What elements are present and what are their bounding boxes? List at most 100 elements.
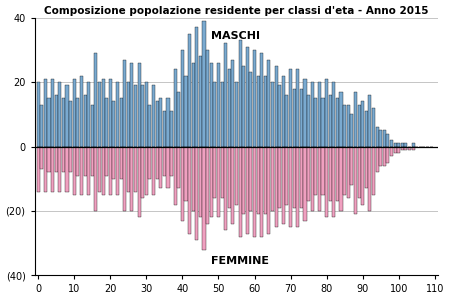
Bar	[84, 95, 86, 147]
Bar	[130, 63, 134, 147]
Bar	[62, 147, 65, 172]
Bar	[163, 111, 166, 147]
Bar	[296, 69, 299, 147]
Bar	[242, 147, 245, 214]
Bar	[346, 105, 350, 147]
Bar	[369, 95, 371, 147]
Bar	[47, 147, 50, 172]
Bar	[217, 63, 220, 147]
Bar	[184, 147, 188, 201]
Bar	[112, 101, 116, 147]
Bar	[365, 111, 368, 147]
Bar	[289, 69, 292, 147]
Bar	[184, 76, 188, 147]
Bar	[112, 147, 116, 179]
Bar	[138, 147, 141, 218]
Bar	[253, 147, 256, 237]
Bar	[174, 147, 177, 205]
Bar	[274, 147, 278, 227]
Bar	[199, 147, 202, 218]
Bar	[188, 34, 191, 147]
Bar	[195, 27, 198, 147]
Bar	[148, 105, 152, 147]
Bar	[44, 79, 47, 147]
Bar	[379, 130, 382, 147]
Bar	[66, 85, 68, 147]
Bar	[235, 82, 238, 147]
Bar	[401, 147, 404, 150]
Bar	[73, 79, 76, 147]
Bar	[210, 63, 213, 147]
Bar	[260, 53, 263, 147]
Bar	[220, 147, 224, 198]
Bar	[166, 98, 170, 147]
Bar	[192, 147, 195, 211]
Bar	[376, 127, 378, 147]
Bar	[47, 98, 50, 147]
Bar	[401, 143, 404, 147]
Bar	[199, 56, 202, 147]
Bar	[228, 147, 231, 208]
Bar	[285, 95, 288, 147]
Bar	[181, 50, 184, 147]
Bar	[159, 147, 162, 188]
Bar	[332, 147, 335, 218]
Bar	[58, 147, 61, 192]
Bar	[296, 147, 299, 227]
Bar	[271, 82, 274, 147]
Bar	[36, 147, 40, 192]
Bar	[170, 147, 173, 175]
Bar	[256, 76, 260, 147]
Bar	[339, 147, 342, 211]
Bar	[116, 147, 119, 195]
Bar	[127, 82, 130, 147]
Bar	[361, 101, 364, 147]
Bar	[383, 130, 386, 147]
Bar	[98, 147, 101, 192]
Bar	[336, 98, 339, 147]
Bar	[123, 60, 126, 147]
Bar	[141, 85, 144, 147]
Bar	[152, 147, 155, 195]
Bar	[292, 147, 296, 208]
Bar	[238, 40, 242, 147]
Bar	[177, 147, 180, 188]
Bar	[51, 79, 54, 147]
Bar	[282, 147, 285, 224]
Bar	[339, 92, 342, 147]
Bar	[267, 60, 270, 147]
Bar	[130, 147, 134, 211]
Bar	[394, 143, 396, 147]
Bar	[397, 143, 400, 147]
Bar	[120, 147, 123, 179]
Bar	[238, 147, 242, 237]
Bar	[357, 147, 360, 198]
Bar	[80, 76, 83, 147]
Bar	[376, 147, 378, 172]
Bar	[166, 147, 170, 188]
Bar	[87, 147, 90, 195]
Bar	[303, 147, 306, 221]
Bar	[94, 53, 97, 147]
Bar	[145, 82, 148, 147]
Bar	[156, 101, 159, 147]
Bar	[58, 82, 61, 147]
Bar	[109, 79, 112, 147]
Bar	[134, 85, 137, 147]
Bar	[76, 147, 79, 175]
Bar	[202, 21, 206, 147]
Bar	[278, 85, 281, 147]
Bar	[55, 147, 58, 172]
Bar	[303, 79, 306, 147]
Bar	[116, 82, 119, 147]
Bar	[383, 147, 386, 166]
Bar	[253, 50, 256, 147]
Bar	[231, 147, 234, 224]
Bar	[159, 98, 162, 147]
Bar	[213, 147, 216, 198]
Bar	[372, 147, 375, 195]
Bar	[372, 108, 375, 147]
Bar	[192, 63, 195, 147]
Bar	[314, 147, 317, 195]
Bar	[76, 98, 79, 147]
